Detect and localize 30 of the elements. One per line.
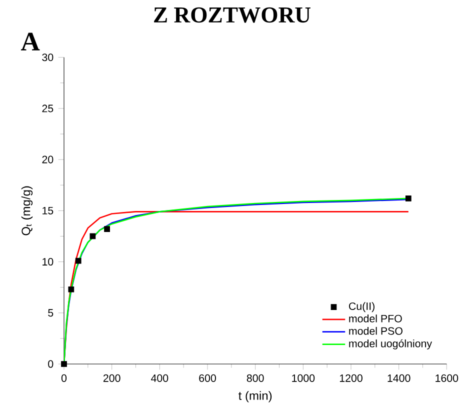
chart-title: Z ROZTWORU [154,7,310,23]
point [61,361,67,367]
x-tick-label: 400 [151,374,168,382]
point [405,195,412,202]
legend-label: model uogólniony [349,339,432,350]
x-axis-title: t (min) [238,391,272,402]
legend-label: model PFO [349,314,402,322]
text: A [20,32,40,50]
x-tick-label: 1600 [436,374,458,382]
y-tick-label: 0 [48,360,54,368]
x-tick-label: 200 [103,374,120,382]
x-tick-label: 1400 [388,374,410,382]
point [90,233,96,240]
y-tick-label: 5 [48,309,54,317]
x-tick-label: 1200 [340,374,362,382]
point [68,286,74,292]
y-axis-title: Q$_{t}$ (mg/g) [21,186,33,236]
point [75,258,82,264]
y-tick-label: 25 [42,104,54,112]
legend-label: model PSO [349,326,402,335]
y-tick-label: 20 [42,156,54,164]
x-tick-label: 0 [61,374,67,382]
y-tick-label: 30 [42,54,54,62]
x-tick-label: 600 [199,374,216,382]
x-tick-label: 1000 [292,374,315,382]
y-tick-label: 15 [42,206,54,214]
legend-label: Cu(II) [349,302,374,312]
point [104,226,110,232]
x-tick-label: 800 [246,374,264,382]
y-tick-label: 10 [42,258,54,266]
